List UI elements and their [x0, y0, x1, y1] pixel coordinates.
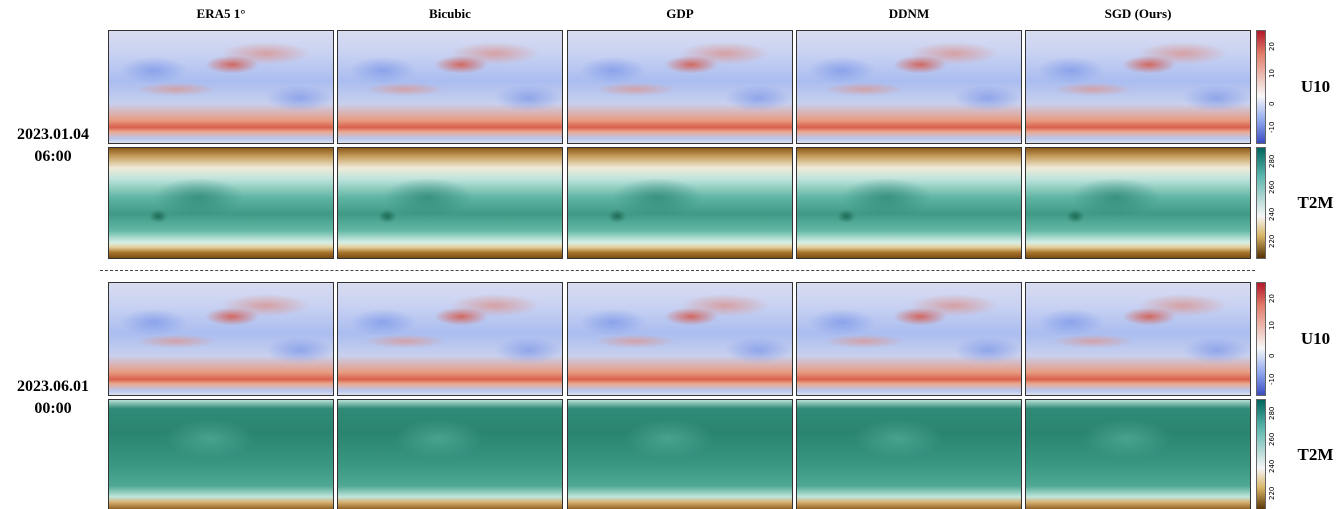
- colorbar-tick: -10: [1268, 373, 1276, 385]
- colorbar-tick: 20: [1268, 293, 1276, 303]
- variable-label: T2M: [1297, 193, 1334, 212]
- colorbar: [1256, 399, 1266, 509]
- map-panel: [1025, 282, 1251, 396]
- colorbar-tick: 280: [1268, 154, 1276, 168]
- map-panel: [337, 147, 563, 259]
- map-panel: [108, 399, 334, 509]
- variable-label: U10: [1300, 329, 1331, 348]
- column-header: SGD (Ours): [1104, 6, 1172, 21]
- colorbar-tick: 0: [1268, 353, 1276, 358]
- date-label: 2023.01.04: [17, 126, 89, 143]
- map-panel: [567, 399, 793, 509]
- map-panel: [796, 282, 1022, 396]
- colorbar-tick: -10: [1268, 121, 1276, 133]
- colorbar-tick: 10: [1268, 69, 1276, 79]
- colorbar: [1256, 147, 1266, 259]
- map-panel: [337, 399, 563, 509]
- date-label: 2023.06.01: [17, 378, 89, 395]
- map-panel: [796, 147, 1022, 259]
- map-panel: [1025, 399, 1251, 509]
- time-label: 06:00: [34, 148, 72, 165]
- colorbar-tick: 10: [1268, 321, 1276, 331]
- colorbar-tick: 20: [1268, 41, 1276, 51]
- colorbar-tick: 0: [1268, 101, 1276, 106]
- column-header: GDP: [666, 6, 694, 21]
- colorbar-tick: 240: [1268, 207, 1276, 222]
- colorbar-tick: 240: [1268, 459, 1276, 474]
- colorbar-tick: 260: [1268, 181, 1276, 195]
- variable-label: U10: [1300, 77, 1331, 96]
- column-header: ERA5 1°: [196, 6, 246, 21]
- map-panel: [1025, 30, 1251, 144]
- time-label: 00:00: [34, 400, 72, 417]
- map-panel: [796, 399, 1022, 509]
- map-panel: [567, 30, 793, 144]
- column-header: Bicubic: [429, 6, 471, 21]
- map-panel: [796, 30, 1022, 144]
- column-header: DDNM: [888, 6, 930, 21]
- map-panel: [1025, 147, 1251, 259]
- colorbar-tick: 220: [1268, 486, 1276, 501]
- colorbar-tick: 280: [1268, 406, 1276, 420]
- map-panel: [108, 147, 334, 259]
- variable-label: T2M: [1297, 445, 1334, 464]
- map-panel: [567, 282, 793, 396]
- map-panel: [567, 147, 793, 259]
- colorbar-tick: 220: [1268, 234, 1276, 249]
- colorbar: [1256, 30, 1266, 144]
- map-panel: [337, 282, 563, 396]
- map-panel: [337, 30, 563, 144]
- colorbar: [1256, 282, 1266, 396]
- colorbar-tick: 260: [1268, 433, 1276, 447]
- map-panel: [108, 282, 334, 396]
- map-panel: [108, 30, 334, 144]
- separator: [100, 270, 1255, 271]
